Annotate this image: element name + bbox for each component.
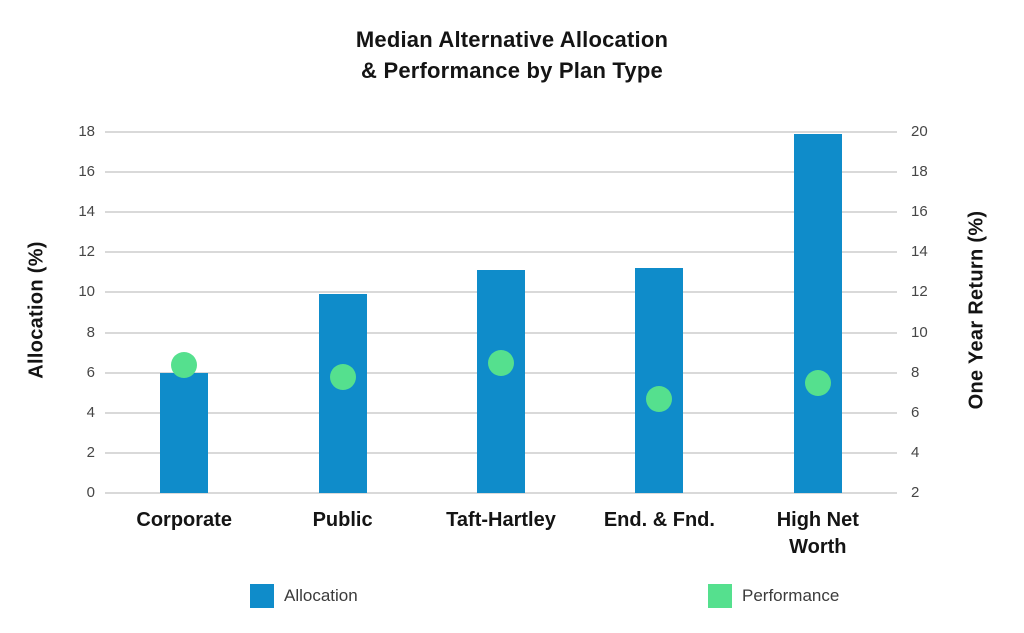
right-axis-tick-6: 6 (911, 403, 920, 421)
category-label-public: Public (312, 509, 373, 531)
chart-title-line2: & Performance by Plan Type (361, 58, 663, 83)
legend-label-performance: Performance (742, 586, 840, 605)
category-label-corporate: Corporate (136, 509, 232, 531)
left-axis-tick-0: 0 (86, 484, 95, 501)
right-axis-tick-20: 20 (911, 123, 928, 140)
bar-high-net-worth (793, 134, 842, 493)
right-axis-tick-18: 18 (911, 163, 928, 181)
gridline-0 (105, 492, 897, 494)
legend-item-performance: Performance (708, 584, 839, 608)
legend-item-allocation: Allocation (250, 584, 358, 608)
right-axis-tick-16: 16 (911, 203, 928, 221)
bar-corporate (160, 372, 209, 493)
category-label-end-fnd: End. & Fnd. (603, 509, 715, 531)
bar-end-fnd (635, 268, 684, 493)
right-axis-tick-12: 12 (911, 283, 928, 301)
dot-taft-hartley (488, 349, 514, 376)
right-axis-label: One Year Return (%) (965, 210, 988, 410)
right-axis-tick-2: 2 (911, 484, 920, 501)
gridline-18 (105, 131, 897, 133)
right-axis-tick-14: 14 (911, 243, 928, 261)
left-axis-tick-4: 4 (86, 403, 95, 421)
chart-title-line1: Median Alternative Allocation (355, 27, 669, 52)
category-label-taft-hartley: Taft-Hartley (446, 509, 556, 531)
left-axis-tick-18: 18 (78, 123, 95, 140)
left-axis-tick-16: 16 (78, 163, 95, 181)
right-axis-tick-4: 4 (911, 443, 920, 461)
left-axis-tick-6: 6 (86, 363, 95, 381)
category-label-high-net-worth: High Net Worth (776, 509, 859, 558)
dot-high-net-worth (804, 369, 831, 396)
left-axis-tick-2: 2 (86, 443, 95, 461)
left-axis-tick-14: 14 (78, 203, 95, 221)
left-axis-tick-10: 10 (78, 283, 95, 301)
left-axis-tick-12: 12 (78, 243, 95, 261)
dot-end-fnd (646, 385, 673, 412)
chart-title: Median Alternative Allocation & Performa… (0, 24, 1024, 86)
bar-public (318, 294, 367, 493)
left-axis-tick-8: 8 (86, 323, 95, 341)
right-axis-tick-8: 8 (911, 363, 920, 381)
legend-label-allocation: Allocation (284, 586, 358, 605)
allocation-legend-swatch-icon (250, 584, 274, 608)
right-axis-tick-10: 10 (911, 323, 928, 341)
bar-taft-hartley (477, 270, 525, 493)
left-axis-label: Allocation (%) (25, 241, 48, 379)
dot-public (329, 363, 356, 390)
performance-legend-swatch-icon (708, 584, 732, 608)
gridline-16 (105, 171, 897, 174)
gridline-12 (105, 251, 897, 254)
gridline-14 (105, 211, 897, 214)
dot-corporate (171, 351, 198, 378)
